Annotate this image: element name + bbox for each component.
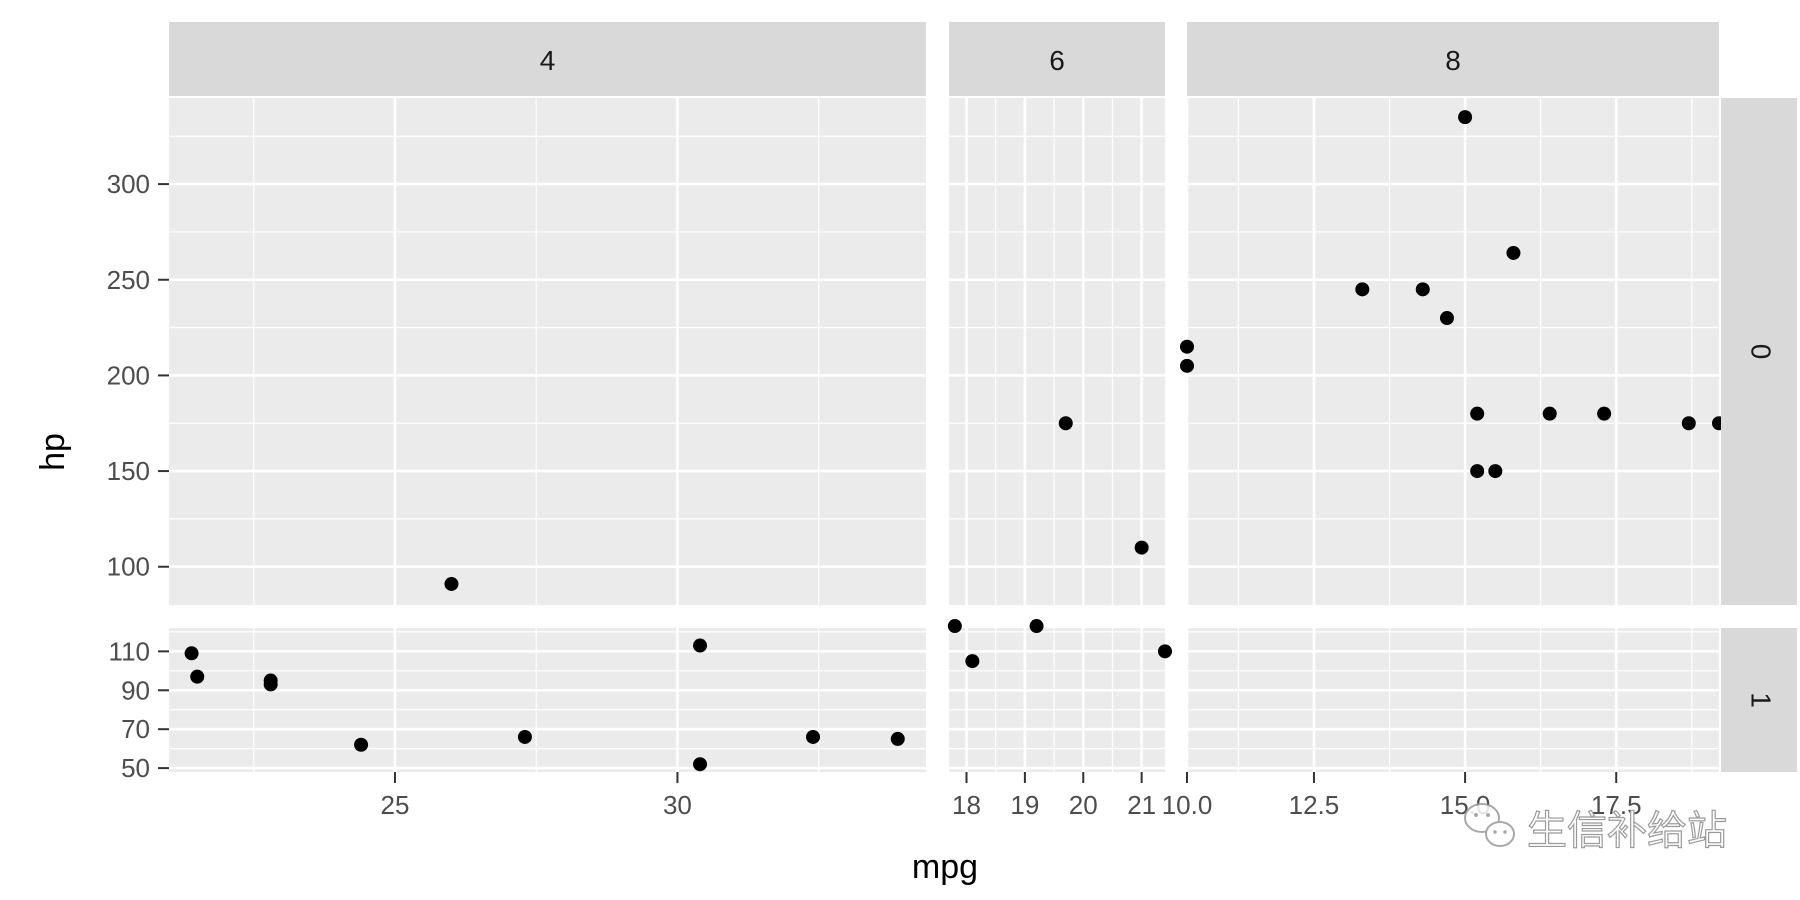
y-tick-label: 300 xyxy=(107,169,150,199)
strip-label: 4 xyxy=(540,45,556,76)
strip-background xyxy=(1187,22,1719,96)
strip-col-8: 8 xyxy=(1187,22,1719,96)
data-point xyxy=(190,669,205,684)
data-point xyxy=(1180,339,1194,354)
strip-row-1: 1 xyxy=(1721,628,1797,772)
watermark: 生信补给站 xyxy=(1464,803,1728,855)
data-point xyxy=(693,638,708,653)
panel-background xyxy=(169,628,926,772)
panel-6-1 xyxy=(949,628,1165,772)
data-point xyxy=(1470,464,1485,479)
y-tick-label: 100 xyxy=(107,552,150,582)
y-tick-label: 50 xyxy=(121,753,150,783)
y-tick-label: 110 xyxy=(109,636,150,666)
strip-label: 6 xyxy=(1049,45,1065,76)
data-point xyxy=(1506,245,1521,260)
x-tick-label: 30 xyxy=(663,790,692,820)
data-point xyxy=(184,646,199,661)
y-tick-label: 90 xyxy=(121,675,150,705)
data-point xyxy=(693,757,708,772)
data-point xyxy=(354,737,369,752)
strips-layer: 4 6 8 0 1 xyxy=(169,22,1797,772)
data-point xyxy=(806,729,821,744)
data-point xyxy=(1355,282,1370,297)
panels-layer xyxy=(169,98,1726,772)
data-point xyxy=(1158,644,1172,659)
data-point xyxy=(263,677,278,692)
strip-label: 1 xyxy=(1746,692,1777,708)
panel-6-0 xyxy=(949,98,1165,605)
x-tick-label: 21 xyxy=(1127,790,1156,820)
data-point xyxy=(1488,464,1503,479)
data-point xyxy=(1597,406,1612,421)
data-point xyxy=(1415,282,1430,297)
strip-background xyxy=(1721,98,1797,605)
panel-8-1 xyxy=(1185,628,1719,772)
data-point xyxy=(1180,358,1194,373)
strip-col-4: 4 xyxy=(169,22,926,96)
data-point xyxy=(965,654,980,669)
strip-background xyxy=(949,22,1165,96)
axes-layer: 100 150 200 250 300 50 70 90 110 25 30 18 19 20 21 10.0… xyxy=(107,169,1642,820)
data-point xyxy=(444,576,459,591)
panel-4-1 xyxy=(169,628,926,772)
x-tick-label: 10.0 xyxy=(1162,790,1213,820)
data-point xyxy=(890,731,905,746)
strip-col-6: 6 xyxy=(949,22,1165,96)
x-tick-label: 12.5 xyxy=(1289,790,1340,820)
strip-label: 0 xyxy=(1746,344,1777,360)
data-point xyxy=(1029,619,1044,634)
watermark-text: 生信补给站 xyxy=(1527,808,1727,854)
panel-8-0 xyxy=(1185,98,1719,605)
y-tick-label: 250 xyxy=(107,265,150,295)
data-point xyxy=(517,729,532,744)
x-tick-label: 19 xyxy=(1010,790,1039,820)
data-point xyxy=(1458,110,1473,125)
strip-label: 8 xyxy=(1445,45,1461,76)
strip-background xyxy=(1721,628,1797,772)
data-point xyxy=(1439,311,1454,326)
data-point xyxy=(1058,416,1073,431)
strip-background xyxy=(169,22,926,96)
data-point xyxy=(1134,540,1149,555)
y-tick-label: 70 xyxy=(121,714,150,744)
panel-background xyxy=(949,628,1165,772)
data-point xyxy=(947,619,962,634)
y-tick-label: 200 xyxy=(107,360,150,390)
panel-background xyxy=(949,98,1165,605)
x-tick-label: 25 xyxy=(381,790,410,820)
x-tick-label: 18 xyxy=(952,790,981,820)
panel-4-0 xyxy=(169,98,926,605)
wechat-icon xyxy=(1464,803,1515,847)
panel-background xyxy=(1187,628,1719,772)
panel-background xyxy=(1187,98,1719,605)
data-point xyxy=(1470,406,1485,421)
x-axis-title: mpg xyxy=(912,848,978,886)
y-axis-title: hp xyxy=(34,433,72,471)
panel-background xyxy=(169,98,926,605)
strip-row-0: 0 xyxy=(1721,98,1797,605)
data-point xyxy=(1542,406,1557,421)
x-tick-label: 20 xyxy=(1069,790,1098,820)
x-tick-label: 17.5 xyxy=(1591,790,1642,820)
y-tick-label: 150 xyxy=(107,456,150,486)
data-point xyxy=(1681,416,1696,431)
